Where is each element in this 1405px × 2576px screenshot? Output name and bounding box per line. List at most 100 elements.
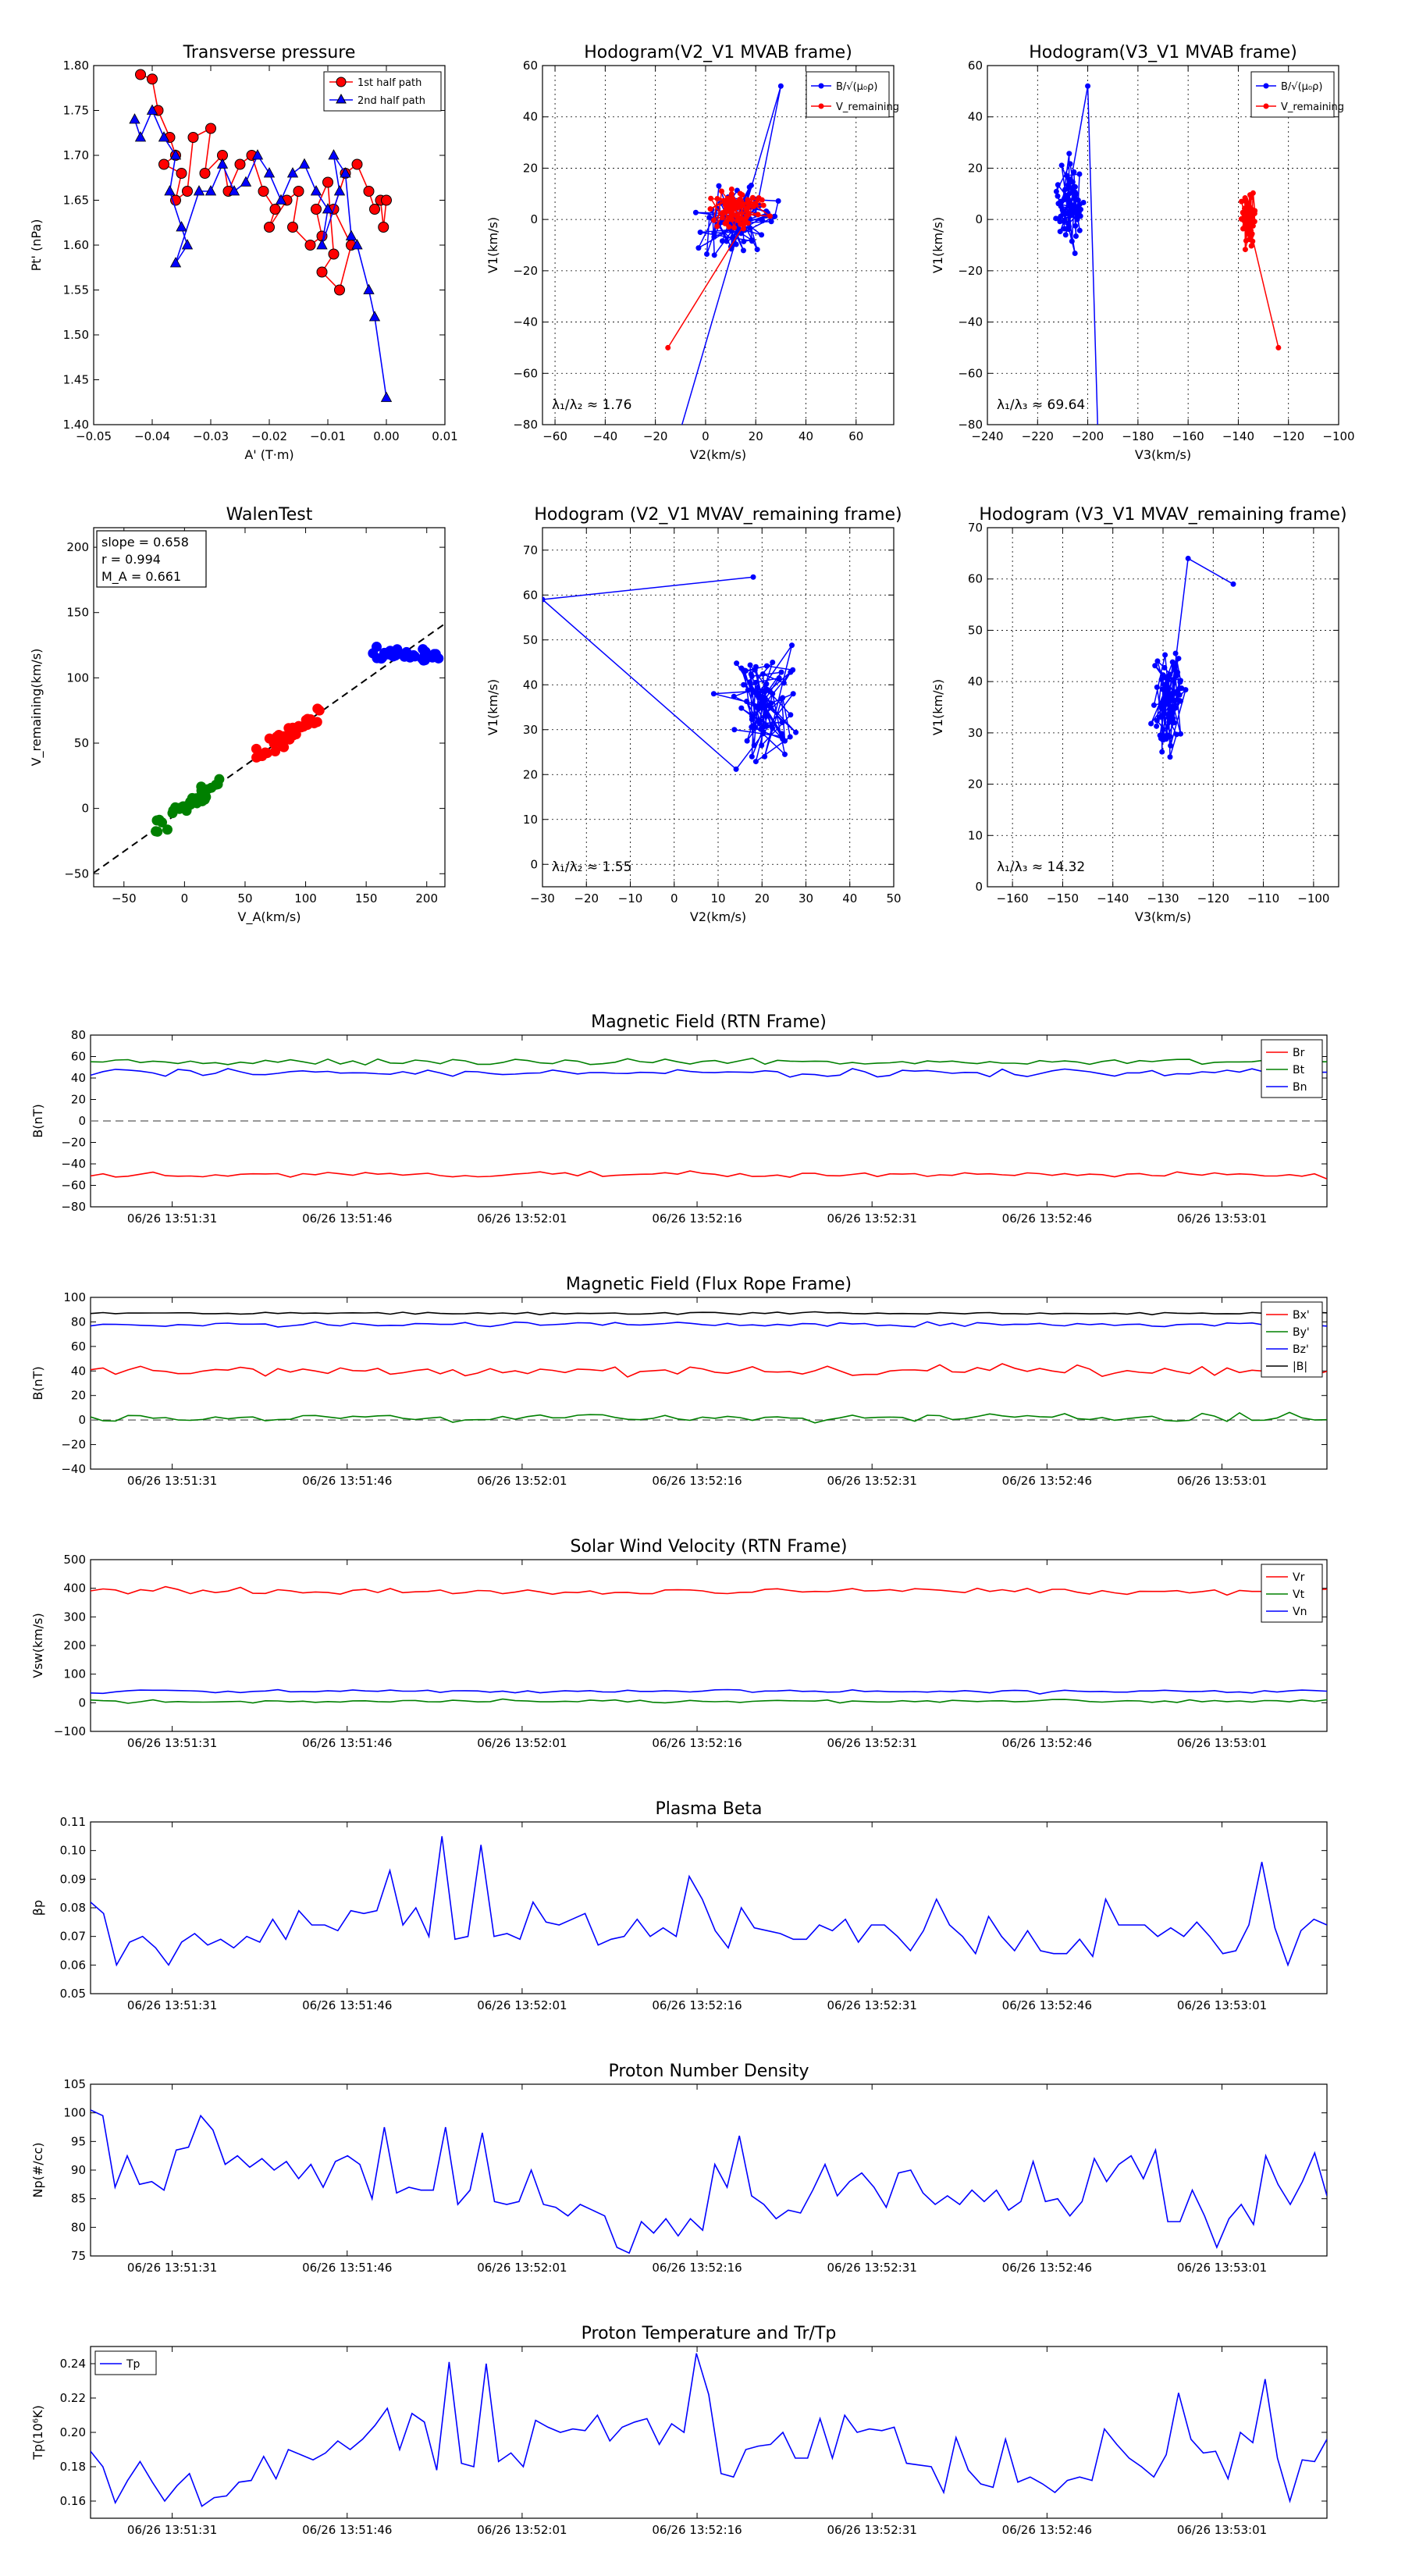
stats-box: slope = 0.658 r = 0.994 M_A = 0.661 bbox=[96, 530, 207, 588]
data-point-1st-half bbox=[369, 204, 380, 215]
data-point-1st-half bbox=[334, 284, 345, 296]
data-point bbox=[1162, 692, 1168, 698]
data-point bbox=[1058, 162, 1065, 169]
time-tick-label: 06/26 13:52:16 bbox=[652, 1736, 742, 1750]
data-point-2nd-half bbox=[205, 185, 217, 196]
data-point bbox=[1176, 656, 1182, 662]
y-tick-label: −60 bbox=[958, 366, 983, 380]
data-point bbox=[1251, 219, 1257, 225]
data-point bbox=[752, 759, 759, 765]
data-point-green bbox=[151, 826, 162, 837]
data-point bbox=[782, 751, 788, 757]
timeseries-tp: 0.16 0.18 0.20 0.22 0.24 Proton Temperature a… bbox=[30, 2324, 1328, 2537]
legend: 1st half path 2nd half path bbox=[323, 71, 442, 112]
data-point bbox=[771, 214, 777, 220]
data-point bbox=[1172, 650, 1179, 656]
data-point bbox=[734, 660, 740, 667]
chart-title: WalenTest bbox=[226, 505, 313, 525]
y-tick-label: −20 bbox=[61, 1136, 86, 1150]
x-tick-label: −160 bbox=[997, 891, 1029, 906]
eigenvalue-ratio: λ₁/λ₂ ≈ 1.76 bbox=[552, 397, 631, 413]
data-point bbox=[788, 712, 794, 718]
data-point bbox=[730, 196, 736, 202]
data-point-2nd-half bbox=[158, 131, 170, 142]
y-axis-label: B(nT) bbox=[30, 1366, 45, 1400]
data-point bbox=[1169, 706, 1176, 713]
data-point bbox=[756, 717, 763, 724]
data-point bbox=[779, 720, 785, 726]
data-point bbox=[721, 197, 727, 204]
data-point bbox=[778, 669, 784, 675]
data-point bbox=[1250, 222, 1256, 229]
data-point bbox=[1065, 226, 1072, 233]
data-point-2nd-half bbox=[368, 311, 381, 322]
plot-frame bbox=[542, 527, 895, 888]
stats-line: M_A = 0.661 bbox=[101, 569, 181, 585]
data-point-2nd-half bbox=[275, 194, 287, 205]
data-point bbox=[678, 427, 683, 432]
data-point-1st-half bbox=[328, 248, 340, 260]
data-point-1st-half bbox=[269, 204, 281, 215]
x-axis-label: V3(km/s) bbox=[1135, 447, 1191, 462]
data-point bbox=[1172, 697, 1178, 703]
timeseries-beta: 0.05 0.06 0.07 0.08 0.09 0.10 0.11 Plasma Beta β… bbox=[30, 1799, 1328, 2012]
data-point-green bbox=[162, 824, 173, 835]
data-point-red bbox=[261, 748, 272, 759]
data-point bbox=[1248, 207, 1254, 213]
data-point-1st-half bbox=[205, 123, 216, 134]
x-tick-label: −40 bbox=[593, 429, 618, 443]
data-point bbox=[767, 688, 773, 695]
y-tick-label: 400 bbox=[63, 1582, 86, 1596]
series-line-Vn bbox=[91, 1688, 1327, 1695]
data-point bbox=[768, 700, 774, 706]
timeseries-bfield: −80 −60 −40 −20 0 20 40 60 80 Magnetic Field (RTN… bbox=[30, 1012, 1328, 1226]
series-line bbox=[681, 86, 782, 425]
y-tick-label: 20 bbox=[523, 161, 538, 175]
data-point-green bbox=[185, 799, 196, 810]
data-point bbox=[738, 221, 744, 227]
data-point bbox=[759, 742, 765, 749]
data-point bbox=[776, 675, 782, 681]
data-point bbox=[1179, 685, 1185, 692]
data-point-1st-half bbox=[264, 222, 275, 233]
y-tick-label: 0.10 bbox=[60, 1844, 86, 1858]
data-point-red bbox=[251, 752, 262, 763]
chart-title: Hodogram(V3_V1 MVAB frame) bbox=[1029, 43, 1297, 62]
time-tick-label: 06/26 13:51:31 bbox=[127, 2261, 217, 2275]
y-tick-label: 0 bbox=[81, 802, 89, 816]
data-point bbox=[1085, 83, 1091, 89]
y-axis-label: V1(km/s) bbox=[486, 679, 500, 735]
y-tick-label: 40 bbox=[968, 674, 983, 688]
x-axis-label: V2(km/s) bbox=[690, 447, 746, 462]
x-tick-label: −0.04 bbox=[134, 429, 170, 443]
y-tick-label: 20 bbox=[968, 777, 983, 792]
data-point bbox=[749, 194, 756, 201]
data-point-2nd-half bbox=[216, 158, 229, 169]
x-tick-label: 50 bbox=[237, 891, 252, 906]
data-point bbox=[1162, 652, 1168, 658]
data-point bbox=[768, 219, 774, 225]
series-line-Bn bbox=[91, 1068, 1327, 1078]
y-tick-label: 80 bbox=[71, 1028, 86, 1042]
y-tick-label: 200 bbox=[63, 1638, 86, 1653]
y-tick-label: 40 bbox=[523, 110, 538, 124]
series-line-Bt bbox=[91, 1057, 1327, 1066]
legend-label: B/√(μ₀ρ) bbox=[1281, 81, 1322, 93]
data-point bbox=[1055, 201, 1062, 207]
data-point bbox=[1185, 555, 1191, 561]
series-line-|B| bbox=[91, 1311, 1327, 1316]
data-point bbox=[762, 753, 768, 760]
data-point bbox=[742, 219, 749, 226]
series-line-Bz' bbox=[91, 1321, 1327, 1328]
legend-box bbox=[1261, 1039, 1323, 1098]
data-point-2nd-half bbox=[176, 221, 187, 232]
data-point bbox=[704, 251, 710, 257]
time-tick-label: 06/26 13:51:31 bbox=[127, 1998, 217, 2012]
data-point bbox=[752, 679, 759, 685]
y-tick-label: 100 bbox=[63, 1290, 86, 1304]
time-tick-label: 06/26 13:52:46 bbox=[1002, 2261, 1092, 2275]
time-tick-label: 06/26 13:52:31 bbox=[827, 1474, 917, 1488]
x-tick-label: −110 bbox=[1247, 891, 1279, 906]
data-point bbox=[1076, 171, 1083, 177]
x-tick-label: −240 bbox=[971, 429, 1003, 443]
